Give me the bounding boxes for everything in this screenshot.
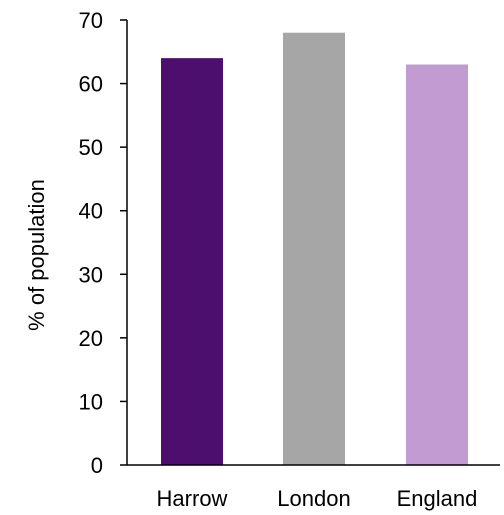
y-tick-label: 50 — [79, 135, 103, 160]
y-tick-label: 60 — [79, 72, 103, 97]
y-axis-label: % of population — [24, 179, 49, 331]
x-tick-label: Harrow — [157, 486, 228, 511]
x-tick-label: England — [397, 486, 478, 511]
y-tick-label: 30 — [79, 262, 103, 287]
bar-london — [283, 32, 345, 465]
x-tick-label: London — [277, 486, 350, 511]
y-tick-label: 70 — [79, 8, 103, 33]
bars — [161, 32, 468, 466]
bar-england — [406, 64, 468, 465]
y-tick-label: 10 — [79, 389, 103, 414]
y-tick-label: 0 — [91, 453, 103, 478]
y-tick-label: 20 — [79, 326, 103, 351]
y-axis-ticks: 0 10 20 30 40 50 60 70 — [79, 8, 127, 478]
y-tick-label: 40 — [79, 199, 103, 224]
x-axis-ticks: Harrow London England — [157, 486, 478, 511]
bar-harrow — [161, 58, 223, 466]
